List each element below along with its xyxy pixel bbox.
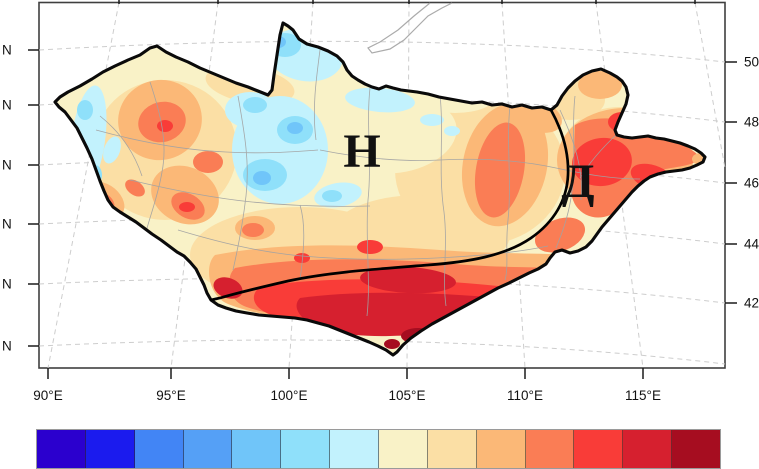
x-tick-label: 115°E (625, 388, 661, 403)
colorbar-cell (330, 430, 380, 468)
axis-ticks (28, 0, 737, 379)
axis-labels: 90°E 95°E 100°E 105°E 110°E 115°E 50 48 … (2, 43, 759, 404)
colorbar-cell (379, 430, 428, 468)
x-tick-label: 105°E (389, 388, 426, 403)
colorbar-cell (183, 430, 233, 468)
y-tick-label-right: 42 (744, 296, 759, 311)
y-tick-label-left: N (2, 158, 12, 173)
y-tick-label-right: 46 (744, 176, 759, 191)
y-tick-label-left: N (2, 217, 12, 232)
colorbar-cell (134, 430, 184, 468)
y-tick-label-right: 48 (744, 115, 759, 130)
country-border (53, 21, 707, 357)
bottom-ticks (47, 368, 644, 379)
colorbar-cell (85, 430, 135, 468)
lake-baikal-outline (367, 2, 453, 54)
colorbar-cell (672, 430, 721, 468)
y-tick-label-left: N (2, 43, 12, 58)
left-ticks (28, 49, 39, 347)
right-ticks (725, 61, 737, 304)
colorbar (36, 429, 721, 469)
region-letter-N: Н (343, 125, 380, 178)
colorbar-cell (476, 430, 526, 468)
colorbar-cell (623, 430, 673, 468)
climate-divider-line (209, 108, 570, 302)
colorbar-cell (281, 430, 331, 468)
y-tick-label-left: N (2, 277, 12, 292)
top-ticks (118, 0, 696, 4)
x-tick-label: 90°E (33, 388, 62, 403)
y-tick-label-right: 44 (744, 237, 759, 252)
x-tick-label: 100°E (271, 388, 308, 403)
y-tick-label-left: N (2, 98, 12, 113)
colorbar-cell (427, 430, 477, 468)
colorbar-cell (525, 430, 575, 468)
y-tick-label-right: 50 (744, 55, 759, 70)
colorbar-cell (574, 430, 624, 468)
region-letter-D: Д (561, 155, 594, 208)
x-tick-label: 110°E (507, 388, 543, 403)
x-tick-label: 95°E (156, 388, 185, 403)
colorbar-cell (37, 430, 86, 468)
map-canvas: Н Д 90°E 95°E 100°E 105°E 110° (2, 0, 759, 404)
y-tick-label-left: N (2, 339, 12, 354)
colorbar-cell (232, 430, 282, 468)
